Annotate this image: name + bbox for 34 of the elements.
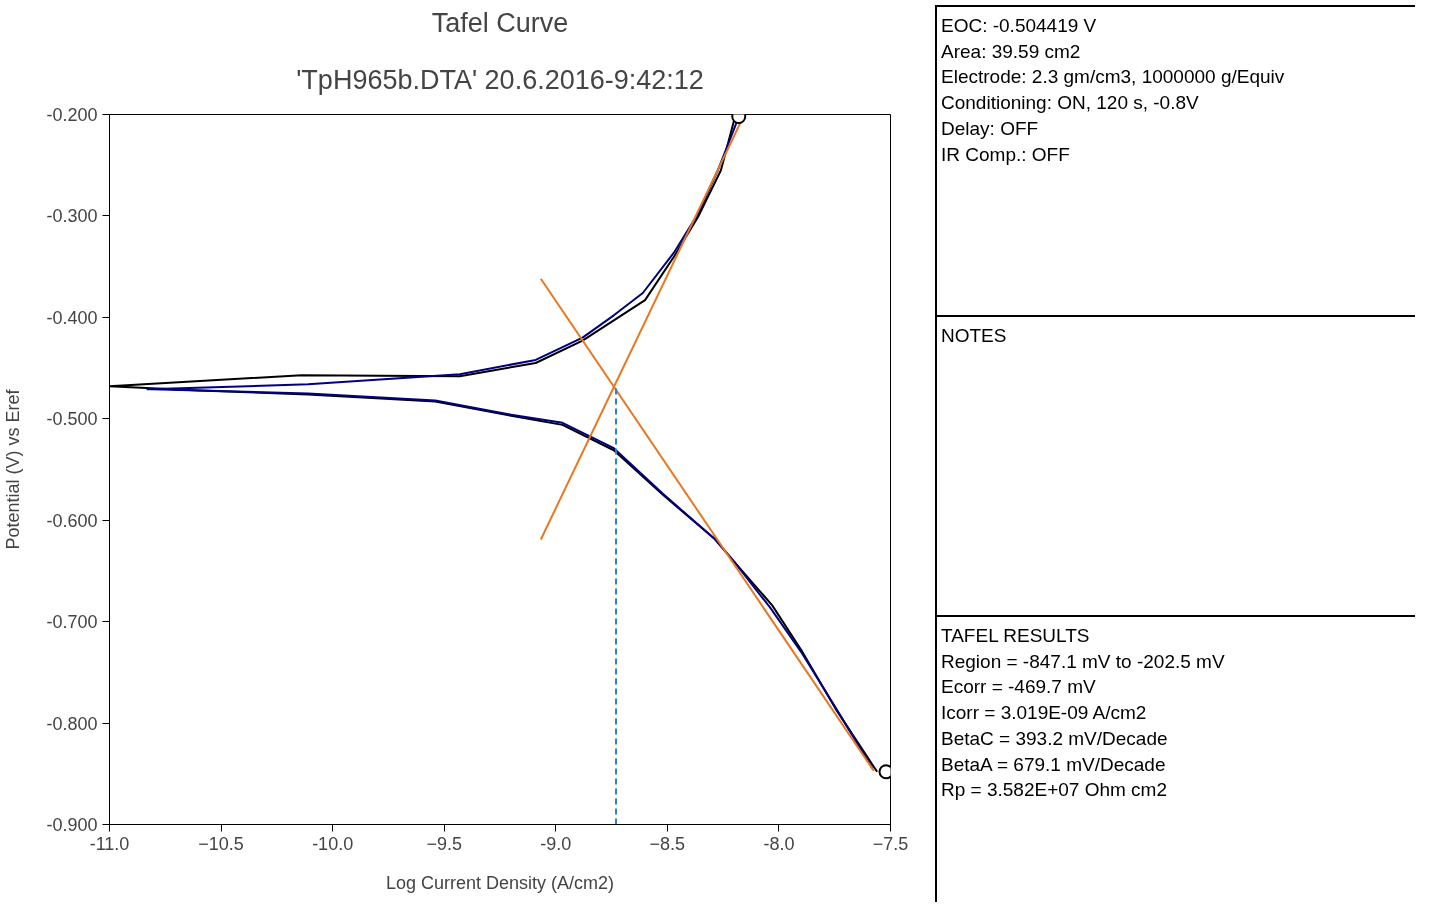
y-tick-label: -0.700: [46, 612, 98, 633]
text: Conditioning: ON, 120 s, -0.8V: [941, 91, 1200, 116]
text: EOC: -0.504419 V: [941, 14, 1098, 38]
x-tick-label: -8.0: [763, 833, 795, 854]
text: Region = -847.1 mV to -202.5 mV: [941, 649, 1226, 674]
y-tick-label: -0.500: [46, 409, 98, 430]
text: Electrode: 2.3 gm/cm3, 1000000 g/Equiv: [941, 65, 1286, 90]
x-axis-title: Log Current Density (A/cm2): [385, 872, 615, 893]
x-tick-label: −9.5: [426, 833, 462, 854]
y-axis-title: Potential (V) vs Eref: [3, 388, 24, 550]
chart-subtitle: 'TpH965b.DTA' 20.6.2016-9:42:12: [296, 64, 704, 95]
x-tick-label: −7.5: [872, 833, 909, 854]
x-tick-label: −10.5: [198, 833, 244, 854]
y-tick-label: -0.200: [46, 105, 98, 125]
text: BetaA = 679.1 mV/Decade: [941, 752, 1167, 777]
text: Rp = 3.582E+07 Ohm cm2: [941, 778, 1168, 803]
chart-title: Tafel Curve: [431, 7, 569, 38]
text: Icorr = 3.019E-09 A/cm2: [941, 701, 1148, 726]
text: TAFEL RESULTS: [941, 624, 1091, 648]
y-tick-label: -0.400: [46, 307, 98, 328]
text: IR Comp.: OFF: [941, 142, 1071, 167]
x-tick-label: -9.0: [540, 833, 572, 854]
x-tick-label: -10.0: [312, 833, 354, 854]
y-tick-label: -0.600: [46, 510, 98, 531]
x-tick-label: -11.0: [89, 833, 130, 854]
text: NOTES: [941, 324, 1008, 348]
text: BetaC = 393.2 mV/Decade: [941, 726, 1169, 751]
text: Ecorr = -469.7 mV: [941, 675, 1097, 700]
text: Delay: OFF: [941, 116, 1040, 141]
y-tick-label: -0.900: [46, 815, 98, 835]
text: Area: 39.59 cm2: [941, 39, 1082, 64]
y-tick-label: -0.300: [46, 206, 98, 227]
y-tick-label: -0.800: [46, 713, 98, 734]
x-tick-label: −8.5: [649, 833, 686, 854]
